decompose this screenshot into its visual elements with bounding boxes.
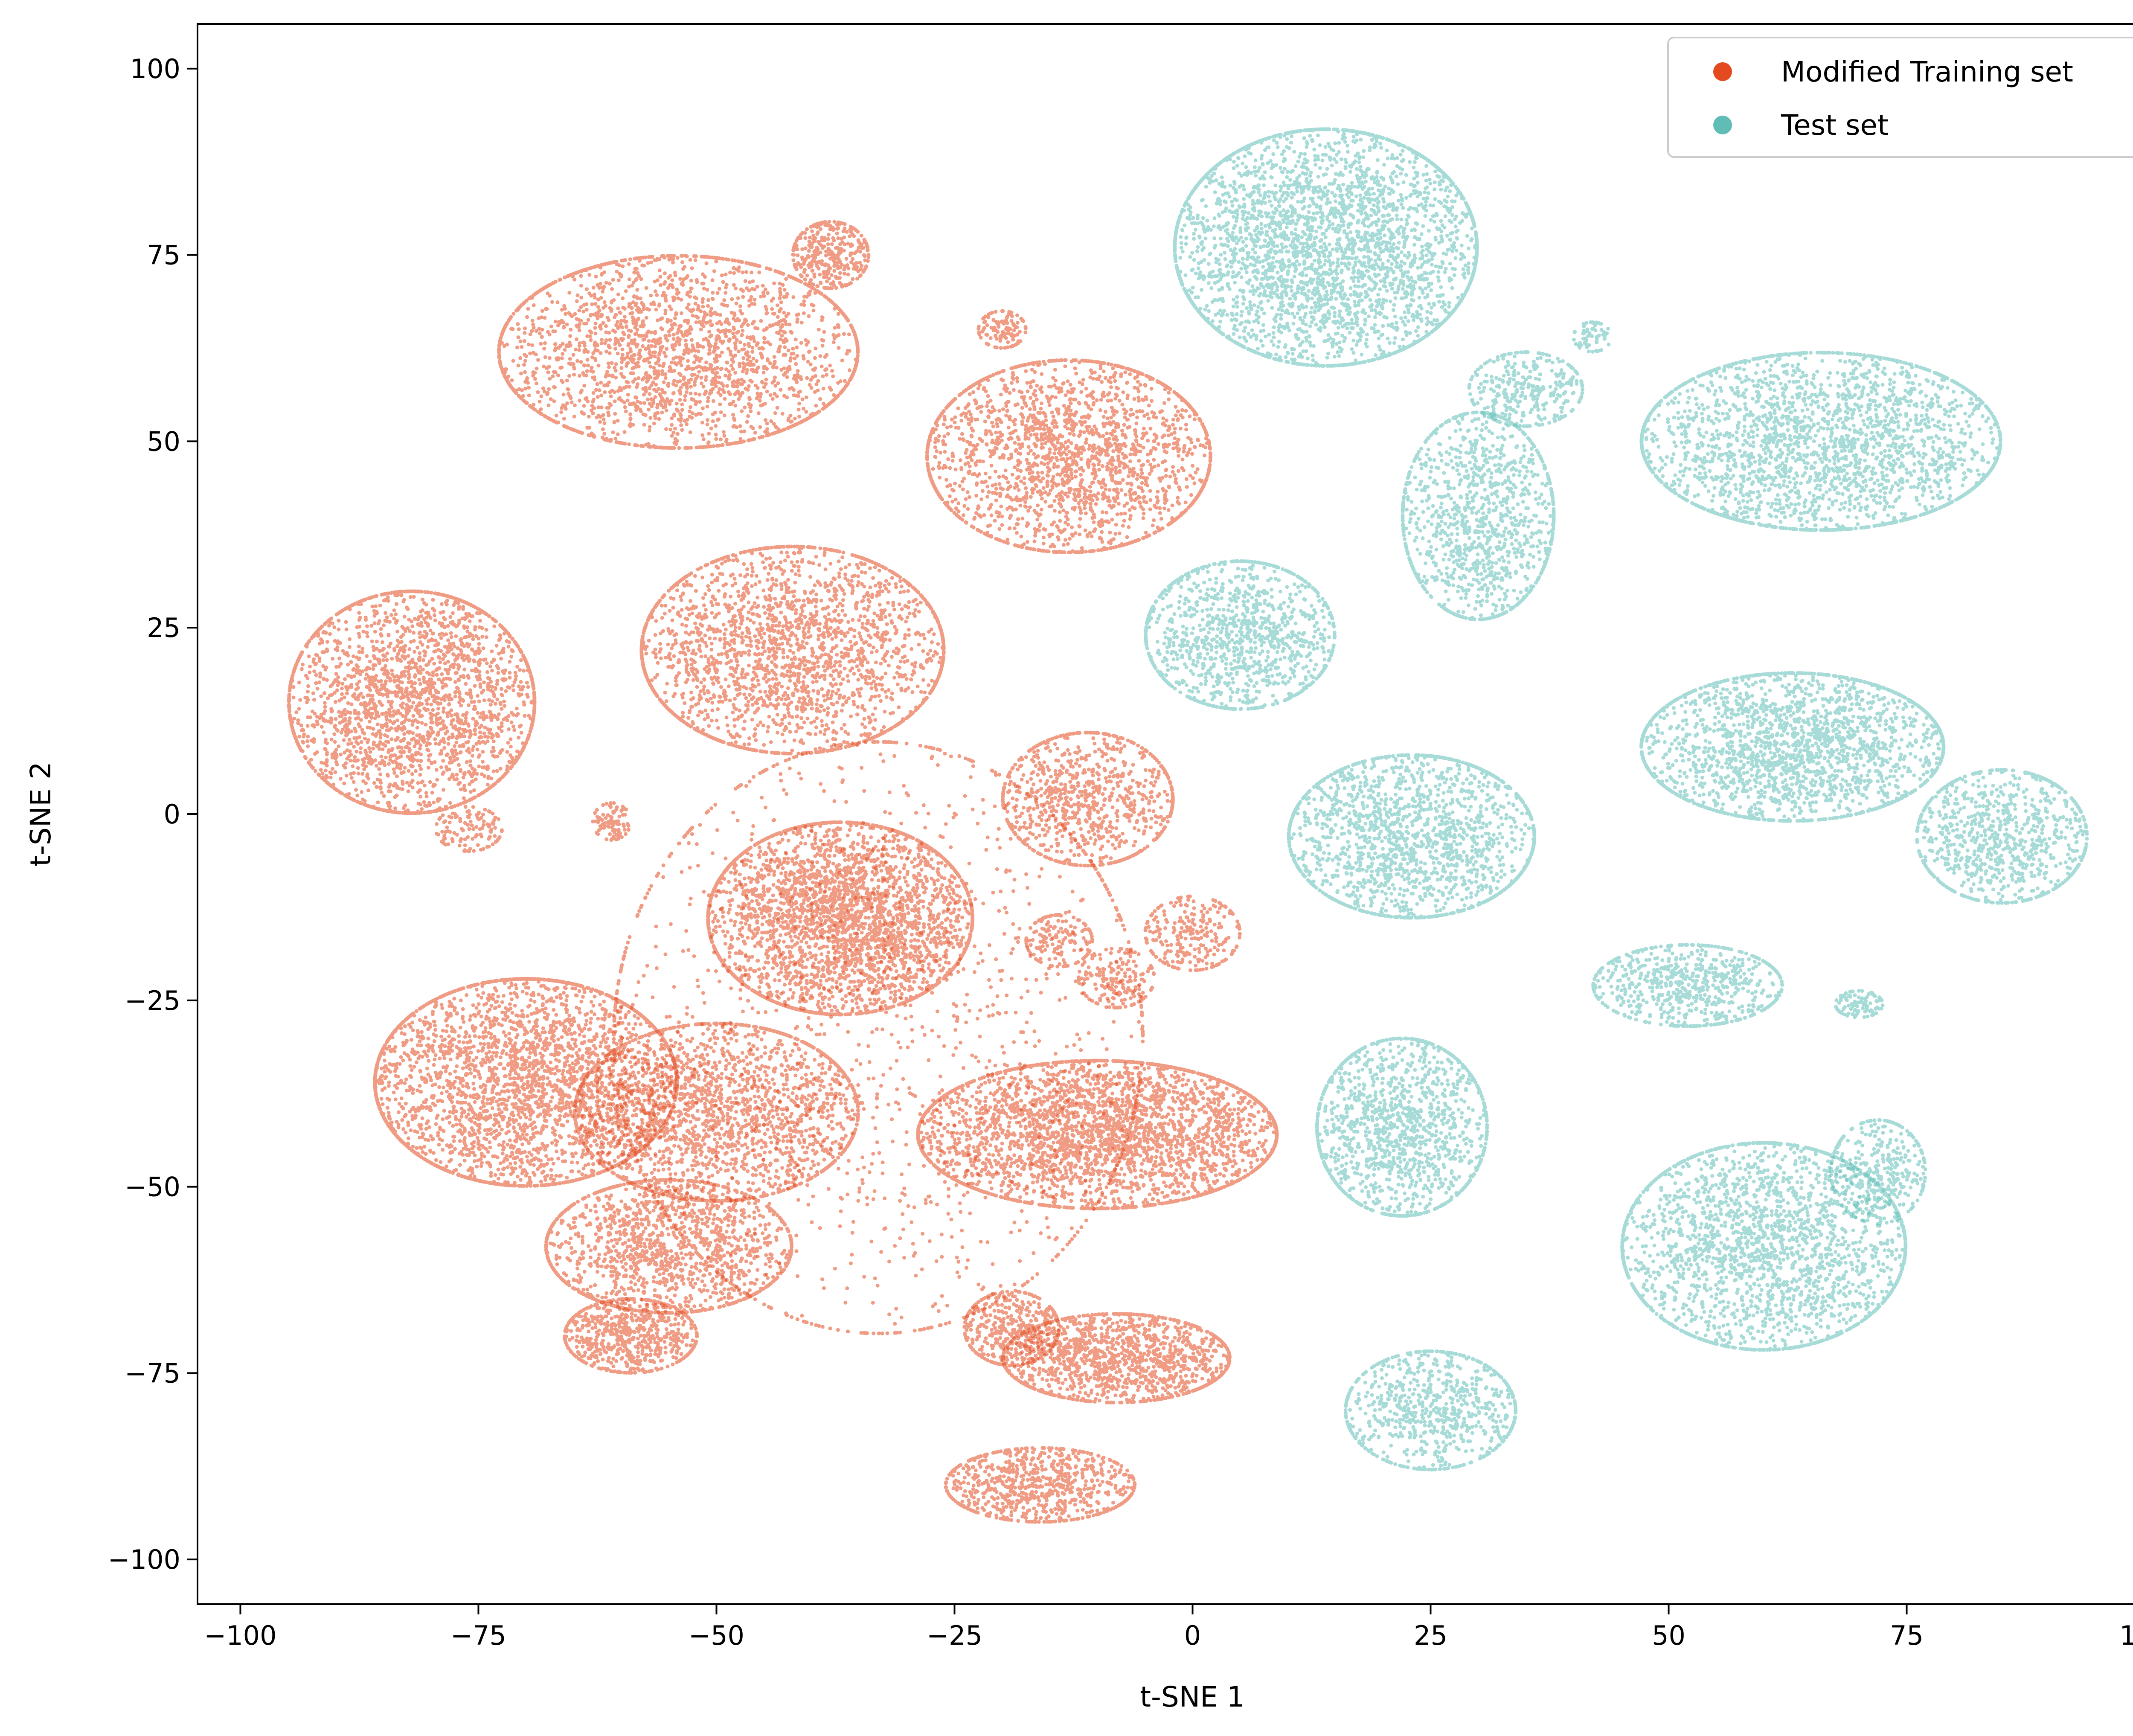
legend-box bbox=[1667, 37, 2133, 158]
point-cluster bbox=[497, 254, 860, 450]
x-tick-label: 75 bbox=[1890, 1620, 1924, 1651]
point-cluster bbox=[1639, 350, 2002, 532]
x-tick-label: −75 bbox=[450, 1620, 506, 1651]
point-cluster bbox=[287, 589, 537, 815]
point-cluster bbox=[1173, 127, 1479, 368]
y-axis-ticks: −100 −75 −50 −25 0 25 50 75 100 bbox=[108, 53, 198, 1575]
y-tick-label: −100 bbox=[108, 1544, 180, 1575]
x-tick-label: 100 bbox=[2119, 1620, 2133, 1651]
legend-label-test: Test set bbox=[1781, 109, 1889, 142]
point-cluster bbox=[1024, 913, 1094, 969]
y-tick-label: −50 bbox=[125, 1172, 180, 1203]
point-cluster bbox=[916, 1058, 1279, 1211]
point-cluster bbox=[1287, 753, 1537, 920]
point-cluster bbox=[1001, 1311, 1232, 1405]
x-tick-label: −25 bbox=[927, 1620, 982, 1651]
point-cluster bbox=[1315, 1036, 1489, 1218]
point-cluster bbox=[1591, 943, 1784, 1028]
x-tick-label: 25 bbox=[1414, 1620, 1447, 1651]
point-cluster bbox=[1834, 989, 1885, 1019]
series-training bbox=[287, 220, 1279, 1524]
point-cluster bbox=[544, 1178, 794, 1315]
point-cluster bbox=[591, 801, 631, 842]
y-tick-label: −75 bbox=[125, 1358, 180, 1389]
y-tick-label: 0 bbox=[164, 799, 180, 830]
points-layer bbox=[287, 127, 2089, 1524]
x-tick-label: 50 bbox=[1652, 1620, 1685, 1651]
point-cluster bbox=[791, 220, 871, 291]
point-cluster bbox=[1144, 559, 1337, 711]
point-cluster bbox=[944, 1446, 1137, 1524]
point-cluster bbox=[1076, 947, 1156, 1010]
legend-marker-test bbox=[1713, 116, 1732, 134]
y-tick-label: 25 bbox=[147, 612, 180, 643]
point-cluster bbox=[1401, 410, 1556, 622]
y-tick-label: −25 bbox=[125, 985, 180, 1016]
point-cluster bbox=[1572, 320, 1611, 354]
x-tick-label: −100 bbox=[204, 1620, 276, 1651]
point-cluster bbox=[435, 805, 504, 853]
point-cluster bbox=[1639, 671, 1946, 823]
legend: Modified Training set Test set bbox=[1667, 37, 2133, 158]
point-cluster bbox=[1620, 1141, 1908, 1352]
point-cluster bbox=[563, 1297, 699, 1375]
point-cluster bbox=[706, 820, 975, 1017]
legend-marker-training bbox=[1713, 62, 1732, 81]
legend-label-training: Modified Training set bbox=[1781, 55, 2073, 88]
point-cluster bbox=[572, 1021, 860, 1203]
x-axis-ticks: −100 −75 −50 −25 0 25 50 75 100 bbox=[204, 1604, 2133, 1651]
point-cluster bbox=[1343, 1349, 1518, 1471]
y-axis-label: t-SNE 2 bbox=[24, 762, 57, 867]
point-cluster bbox=[1829, 1118, 1927, 1226]
point-cluster bbox=[373, 977, 679, 1188]
point-cluster bbox=[639, 544, 946, 756]
x-tick-label: 0 bbox=[1184, 1620, 1201, 1651]
point-cluster bbox=[1467, 350, 1585, 428]
point-cluster bbox=[1143, 894, 1242, 972]
point-cluster bbox=[925, 358, 1212, 555]
y-tick-label: 75 bbox=[147, 240, 180, 271]
point-cluster bbox=[976, 309, 1028, 350]
point-cluster bbox=[1001, 730, 1175, 868]
y-tick-label: 100 bbox=[130, 53, 180, 84]
series-test bbox=[1144, 127, 2089, 1471]
y-tick-label: 50 bbox=[147, 426, 180, 457]
x-tick-label: −50 bbox=[689, 1620, 744, 1651]
point-cluster bbox=[1915, 768, 2089, 905]
x-axis-label: t-SNE 1 bbox=[1140, 1681, 1245, 1713]
